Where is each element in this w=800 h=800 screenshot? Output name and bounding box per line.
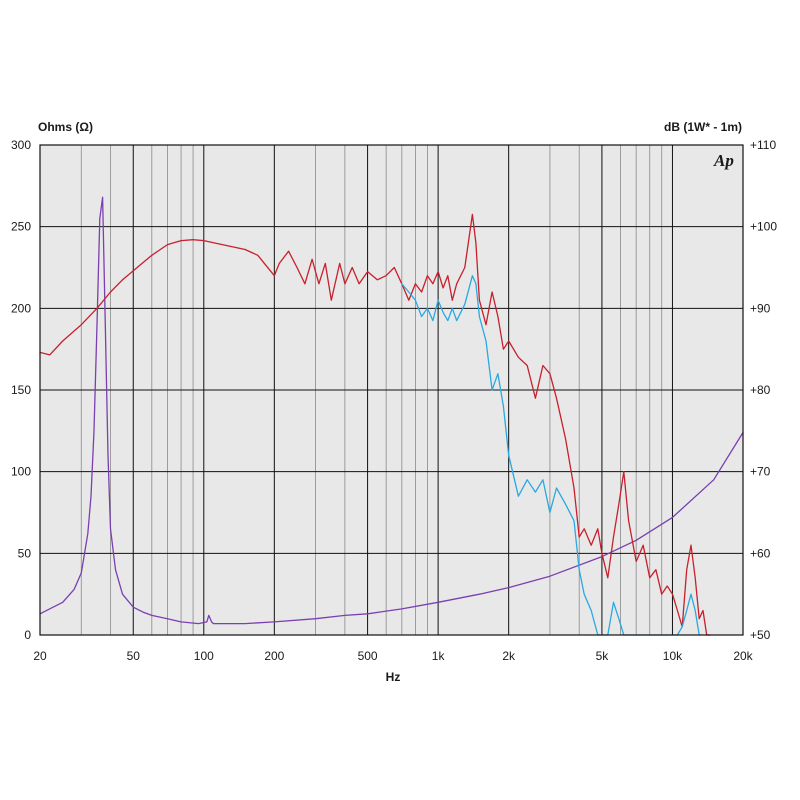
x-tick-label: 2k <box>502 649 516 663</box>
x-tick-label: 20 <box>33 649 47 663</box>
x-tick-label: 1k <box>432 649 446 663</box>
left-axis-title: Ohms (Ω) <box>38 120 93 134</box>
left-tick-label: 0 <box>24 628 31 642</box>
left-tick-label: 150 <box>11 383 31 397</box>
x-tick-labels: 20 50 100 200 500 1k 2k 5k 10k 20k <box>33 649 753 663</box>
left-tick-labels: 0 50 100 150 200 250 300 <box>11 138 31 642</box>
impedance-curve <box>39 196 744 625</box>
x-tick-label: 100 <box>194 649 214 663</box>
x-tick-label: 5k <box>596 649 610 663</box>
spl-on-axis-curve <box>39 213 711 636</box>
x-axis-title: Hz <box>386 670 401 684</box>
left-tick-label: 50 <box>18 546 32 560</box>
right-tick-label: +80 <box>750 383 771 397</box>
right-tick-label: +90 <box>750 301 771 315</box>
left-tick-label: 100 <box>11 465 31 479</box>
right-tick-label: +50 <box>750 628 771 642</box>
right-tick-label: +100 <box>750 220 777 234</box>
right-tick-label: +110 <box>750 138 776 152</box>
x-tick-label: 50 <box>127 649 141 663</box>
left-tick-label: 200 <box>11 301 31 315</box>
left-tick-label: 300 <box>11 138 31 152</box>
right-tick-label: +60 <box>750 546 771 560</box>
x-tick-label: 20k <box>733 649 753 663</box>
plot-frame <box>39 144 744 636</box>
right-tick-label: +70 <box>750 465 771 479</box>
right-tick-labels: +50 +60 +70 +80 +90 +100 +110 <box>750 138 777 642</box>
x-tick-label: 200 <box>264 649 284 663</box>
major-grid <box>40 145 743 635</box>
right-axis-title: dB (1W* - 1m) <box>664 120 742 134</box>
x-tick-label: 500 <box>358 649 378 663</box>
ap-logo: Ap <box>713 151 734 170</box>
left-tick-label: 250 <box>11 220 31 234</box>
x-tick-label: 10k <box>663 649 683 663</box>
